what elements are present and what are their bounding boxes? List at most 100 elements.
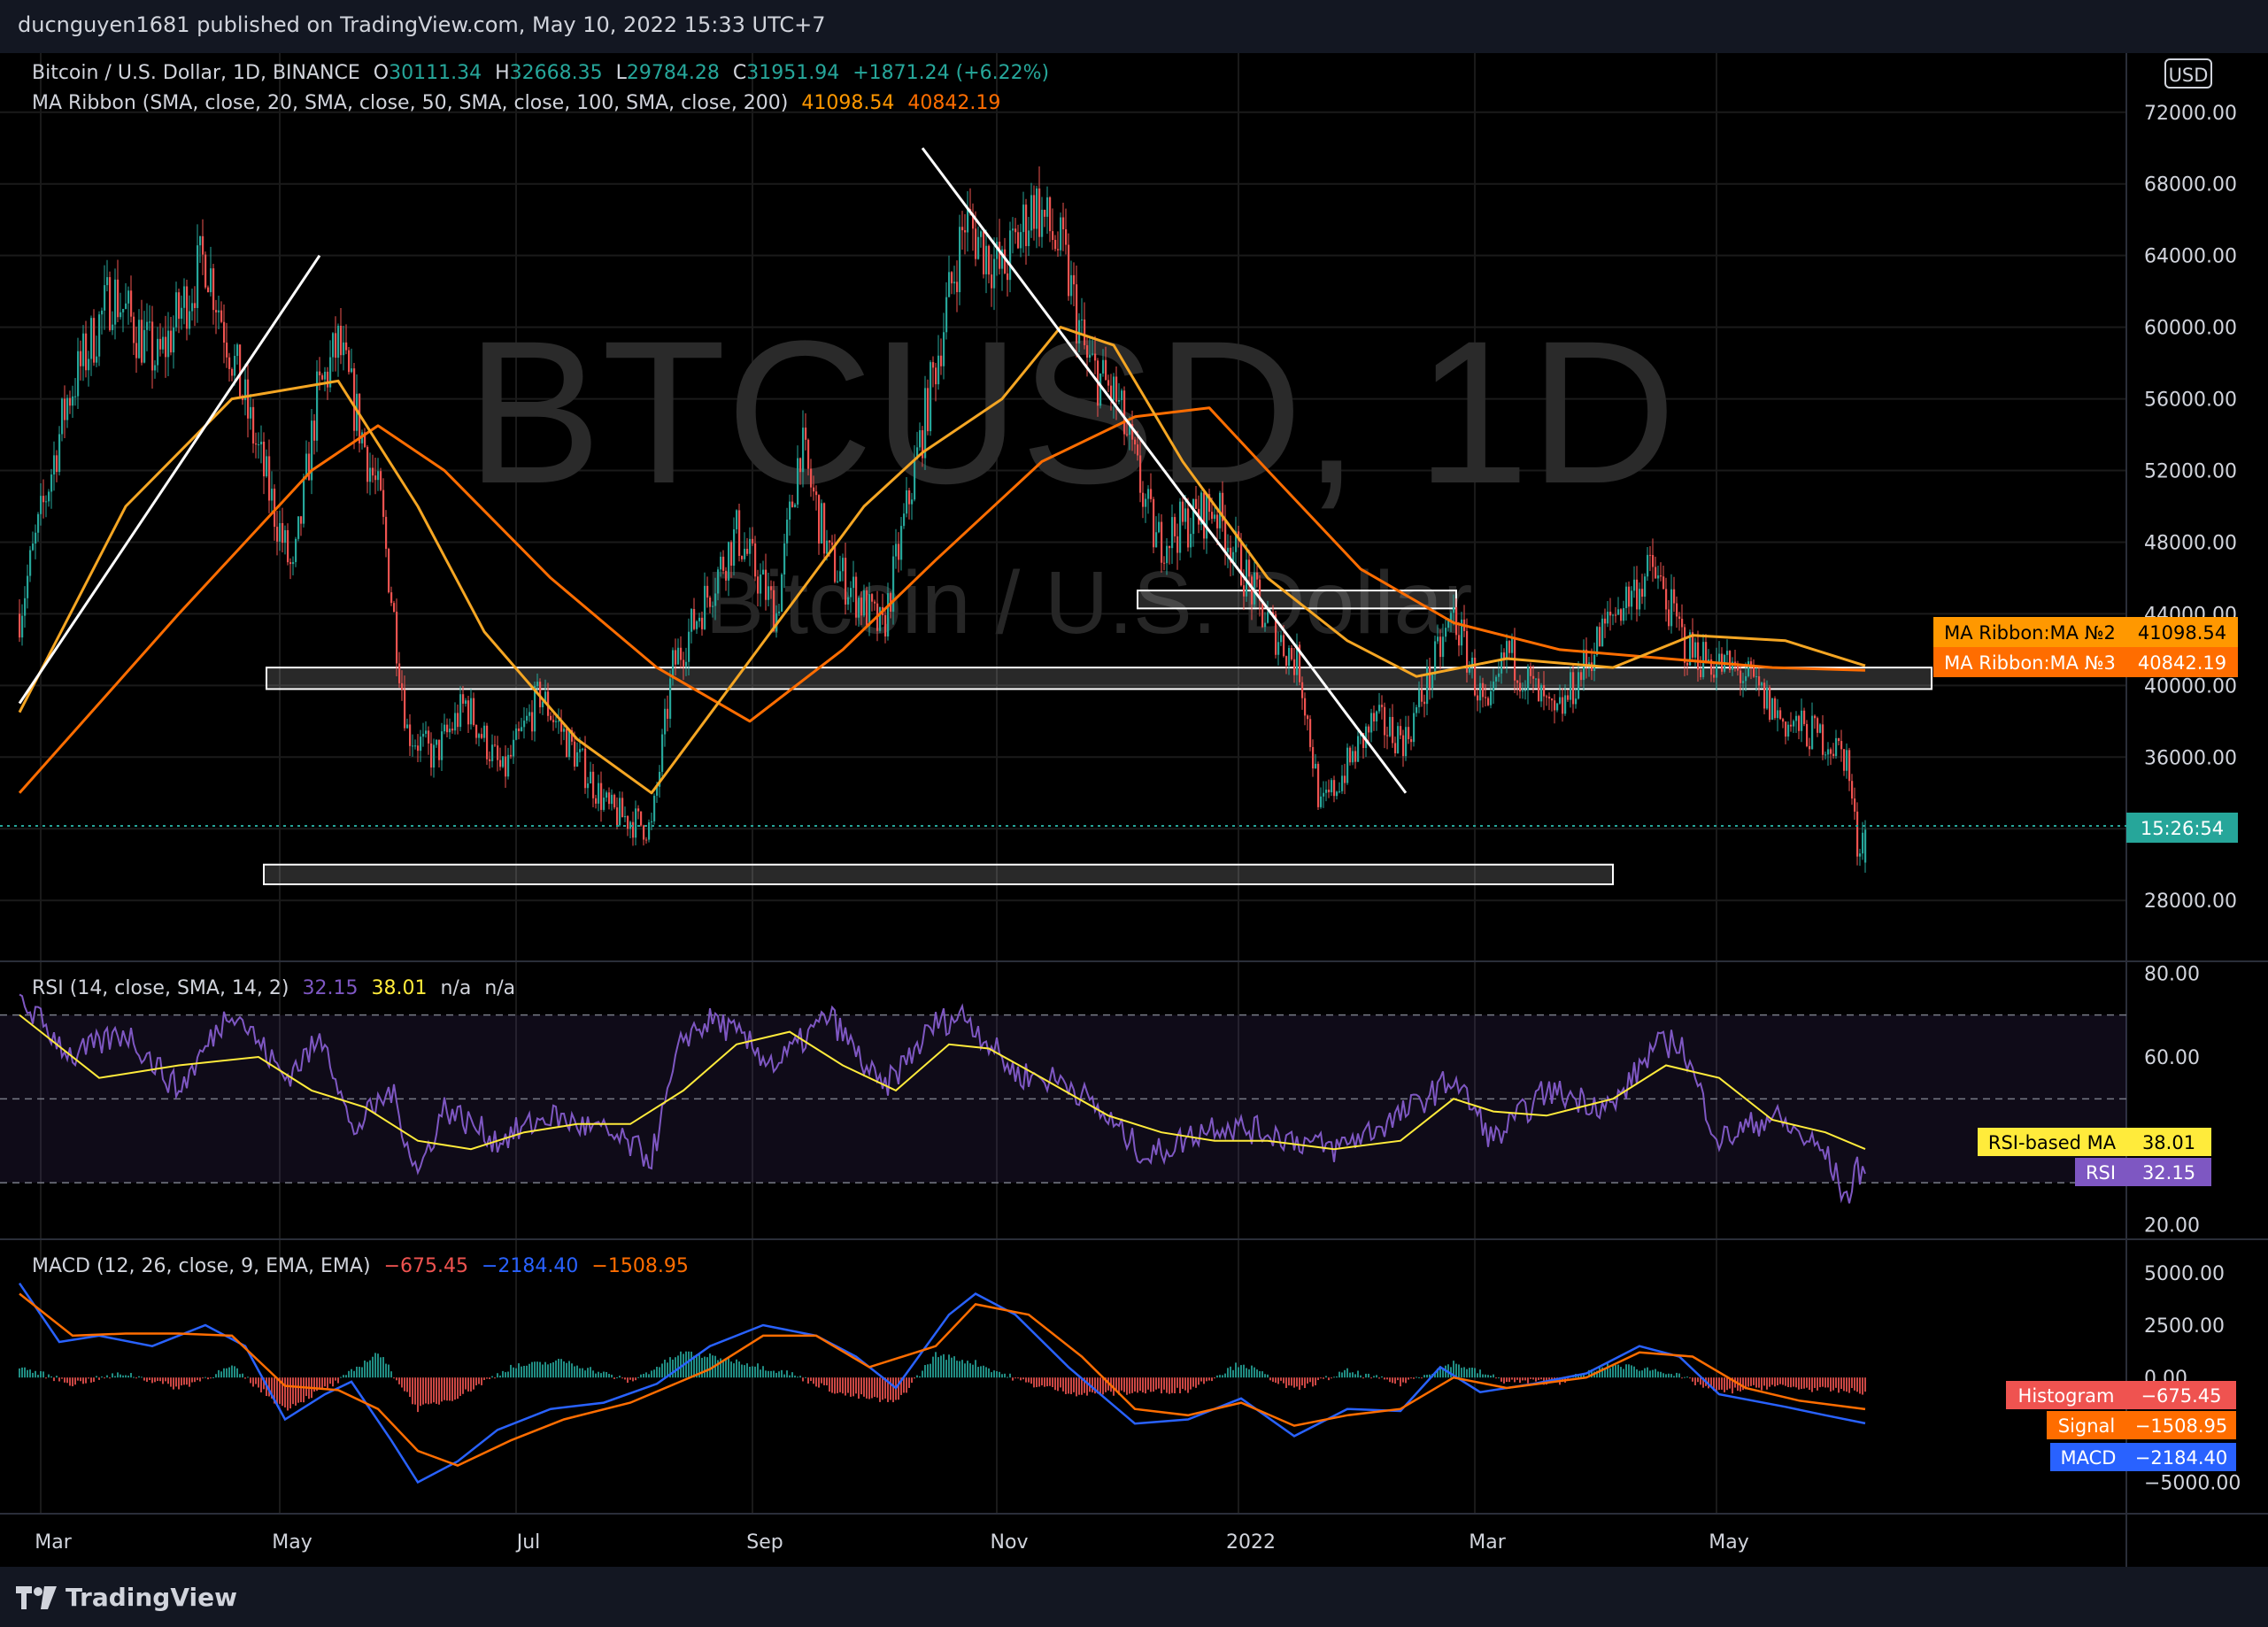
support-resistance-zones[interactable] bbox=[263, 590, 1932, 885]
macd-legend-v2: −2184.40 bbox=[481, 1255, 579, 1277]
candle-body bbox=[1280, 635, 1283, 643]
candle-body bbox=[324, 371, 327, 380]
macd-histogram-bar bbox=[1421, 1377, 1423, 1379]
macd-histogram-bar bbox=[1192, 1377, 1194, 1387]
candle-body bbox=[728, 542, 730, 581]
macd-histogram-bar bbox=[539, 1361, 541, 1378]
macd-histogram-bar bbox=[1830, 1377, 1832, 1392]
macd-histogram-bar bbox=[340, 1376, 342, 1378]
macd-histogram-bar bbox=[56, 1376, 58, 1378]
candle-body bbox=[1670, 589, 1673, 627]
macd-histogram-bar bbox=[1038, 1377, 1040, 1387]
macd-histogram-bar bbox=[640, 1374, 642, 1378]
candle-body bbox=[1705, 642, 1708, 662]
candle-body bbox=[1227, 547, 1230, 552]
macd-histogram-bar bbox=[791, 1372, 793, 1378]
macd-histogram-bar bbox=[32, 1372, 34, 1378]
candle-body bbox=[967, 209, 969, 233]
tradingview-logo[interactable]: TradingView bbox=[16, 1583, 237, 1612]
candle-body bbox=[1678, 616, 1681, 620]
candle-body bbox=[1169, 545, 1171, 549]
candle-body bbox=[757, 576, 760, 594]
candle-body bbox=[555, 721, 558, 722]
candle-body bbox=[1320, 796, 1323, 807]
macd-histogram-bar bbox=[996, 1371, 998, 1378]
candle-body bbox=[24, 598, 27, 616]
candle-body bbox=[297, 516, 300, 539]
candle-body bbox=[343, 342, 345, 356]
candle-body bbox=[1753, 666, 1755, 677]
macd-histogram-bar bbox=[550, 1362, 552, 1378]
macd-histogram-bar bbox=[1200, 1377, 1202, 1382]
macd-histogram-bar bbox=[937, 1357, 939, 1378]
macd-histogram-bar bbox=[603, 1371, 605, 1378]
candle-body bbox=[1224, 520, 1227, 552]
candle-body bbox=[313, 420, 316, 441]
candle-body bbox=[64, 398, 66, 420]
candle-body bbox=[1012, 228, 1014, 231]
usd-badge[interactable]: USD bbox=[2164, 58, 2212, 89]
candle-body bbox=[1139, 455, 1142, 493]
macd-histogram-bar bbox=[425, 1377, 427, 1404]
candle-body bbox=[1049, 197, 1052, 232]
macd-histogram-bar bbox=[388, 1364, 390, 1378]
candle-body bbox=[48, 491, 50, 502]
candle-body bbox=[199, 235, 202, 246]
candle-body bbox=[1508, 641, 1511, 653]
chart-canvas[interactable]: BTCUSD, 1D Bitcoin / U.S. Dollar 72000.0… bbox=[0, 53, 2268, 1567]
macd-histogram-bar bbox=[260, 1377, 262, 1392]
price-tick-label: 72000.00 bbox=[2144, 103, 2237, 125]
candle-body bbox=[1299, 644, 1301, 682]
candle-body bbox=[234, 356, 236, 376]
macd-histogram-bar bbox=[608, 1374, 610, 1378]
candle-body bbox=[82, 333, 85, 366]
candle-body bbox=[659, 771, 661, 787]
candle-body bbox=[616, 807, 619, 826]
candle-body bbox=[1437, 636, 1439, 642]
candle-body bbox=[1240, 540, 1243, 586]
macd-histogram-bar bbox=[1360, 1375, 1362, 1378]
candle-body bbox=[1041, 209, 1044, 237]
macd-histogram-bar bbox=[53, 1377, 55, 1382]
candle-body bbox=[685, 661, 688, 667]
candle-body bbox=[93, 318, 96, 363]
candle-body bbox=[945, 297, 948, 333]
macd-histogram-bar bbox=[685, 1351, 687, 1378]
candle-body bbox=[412, 745, 414, 747]
candle-body bbox=[236, 344, 239, 357]
trendlines[interactable] bbox=[18, 147, 1408, 794]
candle-body bbox=[690, 608, 693, 632]
candle-body bbox=[96, 356, 98, 363]
macd-histogram-bar bbox=[361, 1367, 363, 1378]
candle-body bbox=[725, 570, 728, 581]
candle-body bbox=[1022, 204, 1025, 233]
candle-body bbox=[621, 798, 624, 818]
candle-body bbox=[953, 281, 956, 284]
ma3-name: MA Ribbon:MA №3 bbox=[1944, 652, 2116, 674]
macd-histogram-bar bbox=[451, 1377, 453, 1401]
macd-histogram-bar bbox=[35, 1370, 36, 1378]
candle-body bbox=[1338, 790, 1341, 792]
candle-body bbox=[244, 379, 247, 400]
candle-body bbox=[1052, 231, 1054, 241]
candle-body bbox=[316, 371, 319, 441]
candle-body bbox=[1851, 781, 1854, 799]
macd-histogram-bar bbox=[558, 1359, 559, 1378]
candle-body bbox=[1195, 498, 1198, 509]
macd-histogram-bar bbox=[396, 1377, 397, 1381]
candle-body bbox=[826, 540, 829, 554]
macd-histogram-bar bbox=[351, 1369, 352, 1378]
macd-histogram-bar bbox=[1280, 1377, 1282, 1381]
candle-body bbox=[1692, 632, 1694, 658]
macd-histogram-bar bbox=[1222, 1375, 1223, 1378]
candle-body bbox=[536, 682, 539, 687]
macd-histogram-bar bbox=[831, 1377, 833, 1393]
candle-body bbox=[1620, 609, 1623, 621]
candle-body bbox=[173, 327, 175, 353]
macd-histogram-bar bbox=[653, 1369, 655, 1378]
macd-histogram-bar bbox=[1782, 1377, 1784, 1385]
time-axis[interactable]: Mar May Jul Sep Nov 2022 Mar May bbox=[35, 1531, 1749, 1554]
macd-histogram-bar bbox=[420, 1377, 421, 1407]
macd-histogram-bar bbox=[1755, 1377, 1757, 1388]
candle-body bbox=[345, 342, 348, 351]
